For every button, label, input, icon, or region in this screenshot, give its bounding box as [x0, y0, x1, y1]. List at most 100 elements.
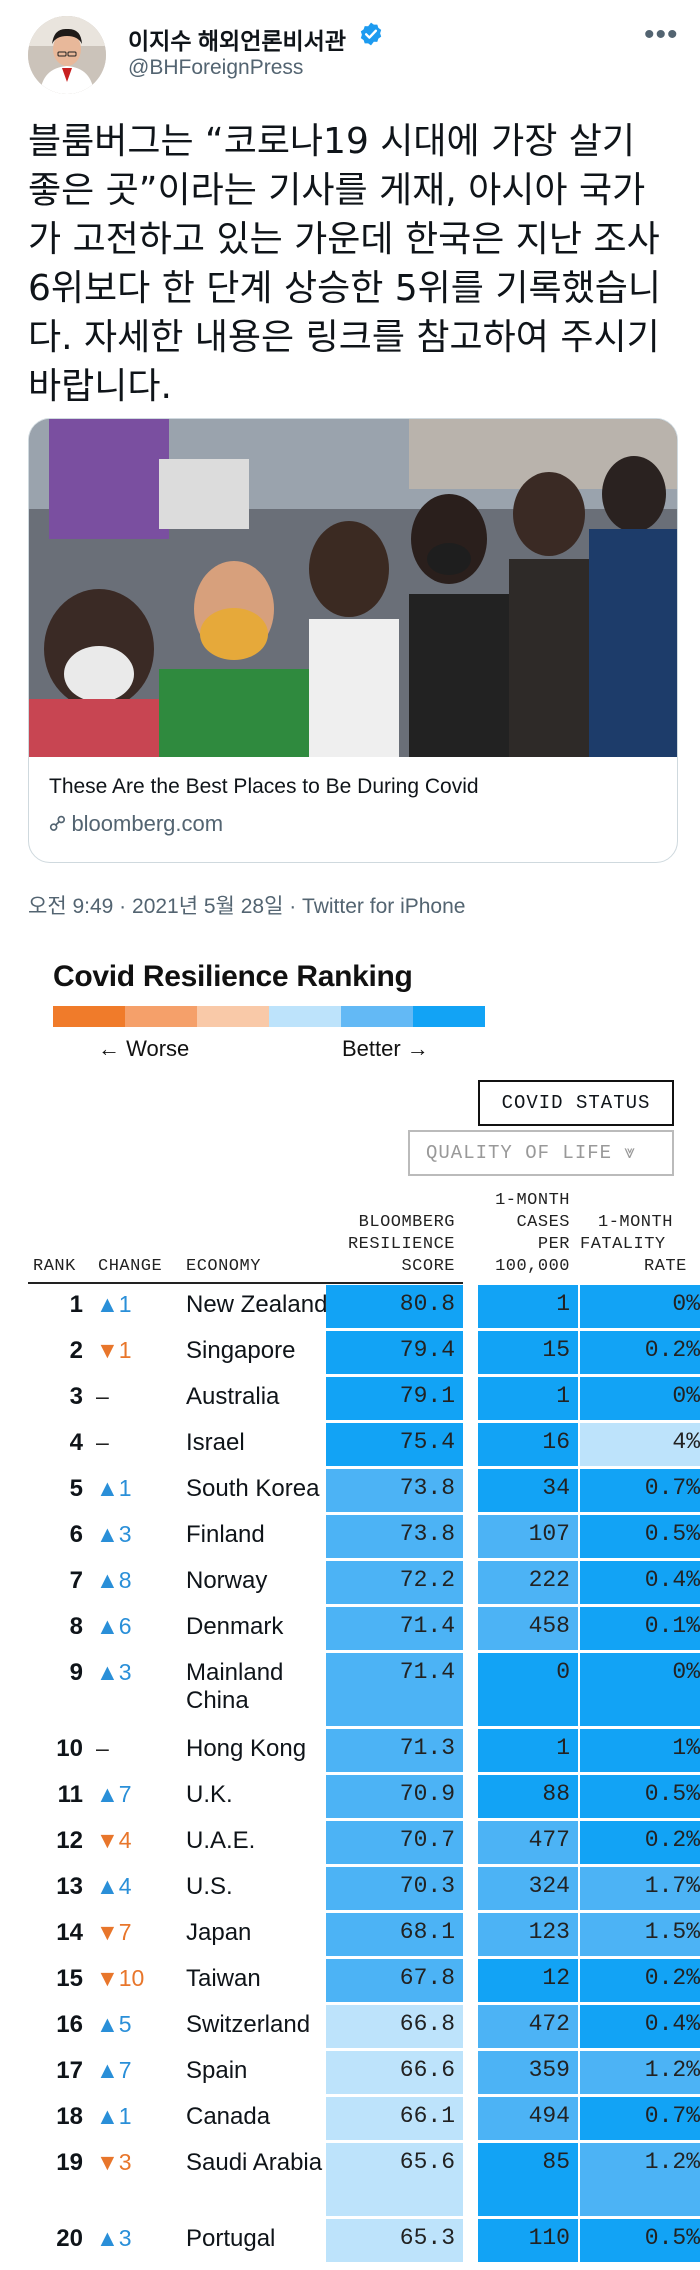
header-cases-line3: PER — [537, 1235, 570, 1254]
change-cell: ▲1 — [96, 1291, 132, 1317]
economy-cell: Hong Kong — [186, 1735, 307, 1762]
fatality-cell: 1.2% — [580, 2143, 700, 2216]
score-cell: 73.8 — [326, 1469, 463, 1512]
legend-better-label: Better → — [342, 1036, 429, 1061]
rank-cell: 6 — [69, 1521, 83, 1548]
cases-cell: 110 — [478, 2219, 578, 2262]
cases-cell: 0 — [478, 1653, 578, 1726]
legend-segment — [53, 1006, 125, 1027]
change-cell: ▲3 — [96, 1659, 132, 1685]
score-cell: 66.1 — [326, 2097, 463, 2140]
cases-cell: 222 — [478, 1561, 578, 1604]
change-cell: ▲8 — [96, 1567, 132, 1593]
economy-cell: Norway — [186, 1567, 268, 1594]
change-cell: ▼10 — [96, 1965, 145, 1991]
rank-cell: 4 — [69, 1429, 83, 1456]
change-cell: – — [96, 1383, 109, 1409]
fatality-cell: 4% — [580, 1423, 700, 1466]
table-row: 13 ▲4 U.S. 70.3 324 1.7% — [28, 1867, 700, 1910]
header-score-line3: SCORE — [401, 1257, 455, 1276]
header-cases-line4: 100,000 — [495, 1257, 570, 1276]
header-score-line1: BLOOMBERG — [358, 1213, 455, 1232]
author-handle[interactable]: @BHForeignPress — [128, 56, 304, 79]
header-fatality-line1: 1-MONTH — [598, 1213, 673, 1232]
header-cases-line1: 1-MONTH — [495, 1191, 570, 1210]
table-row: 2 ▼1 Singapore 79.4 15 0.2% — [28, 1331, 700, 1374]
cases-cell: 12 — [478, 1959, 578, 2002]
rank-cell: 12 — [56, 1827, 83, 1854]
quality-of-life-button[interactable]: QUALITY OF LIFE ⩔ — [408, 1130, 674, 1176]
card-domain[interactable]: ⚯bloomberg.com — [43, 808, 224, 839]
economy-cell: Finland — [186, 1521, 265, 1548]
change-cell: ▲1 — [96, 1475, 132, 1501]
card-domain-text: bloomberg.com — [71, 811, 224, 836]
tweet-timestamp[interactable]: 오전 9:49 · 2021년 5월 28일 · Twitter for iPh… — [28, 895, 466, 918]
cases-cell: 1 — [478, 1729, 578, 1772]
fatality-cell: 0.7% — [580, 2097, 700, 2140]
economy-cell: Japan — [186, 1919, 252, 1946]
table-row: 20 ▲3 Portugal 65.3 110 0.5% — [28, 2219, 700, 2262]
rank-cell: 3 — [69, 1383, 83, 1410]
economy-cell: Israel — [186, 1429, 245, 1456]
fatality-cell: 0.4% — [580, 1561, 700, 1604]
score-cell: 67.8 — [326, 1959, 463, 2002]
legend-segment — [341, 1006, 413, 1027]
economy-cell: U.S. — [186, 1873, 233, 1900]
table-row: 6 ▲3 Finland 73.8 107 0.5% — [28, 1515, 700, 1558]
rank-cell: 19 — [56, 2149, 83, 2176]
table-row: 16 ▲5 Switzerland 66.8 472 0.4% — [28, 2005, 700, 2048]
card-title[interactable]: These Are the Best Places to Be During C… — [49, 775, 479, 798]
score-cell: 65.3 — [326, 2219, 463, 2262]
economy-cell: Portugal — [186, 2225, 276, 2252]
cases-cell: 472 — [478, 2005, 578, 2048]
fatality-cell: 0% — [580, 1285, 700, 1328]
rank-cell: 13 — [56, 1873, 83, 1900]
author-name[interactable]: 이지수 해외언론비서관 — [128, 28, 346, 54]
table-row: 15 ▼10 Taiwan 67.8 12 0.2% — [28, 1959, 700, 2002]
table-row: 19 ▼3 Saudi Arabia 65.6 85 1.2% — [28, 2143, 700, 2216]
rank-cell: 16 — [56, 2011, 83, 2038]
change-cell: ▲3 — [96, 1521, 132, 1547]
economy-cell: Mainland China — [186, 1659, 284, 1714]
cases-cell: 15 — [478, 1331, 578, 1374]
rank-cell: 17 — [56, 2057, 83, 2084]
header-cases: 1-MONTH CASES PER 100,000 — [478, 1190, 570, 1278]
score-cell: 70.9 — [326, 1775, 463, 1818]
change-cell: ▲4 — [96, 1873, 132, 1899]
more-options-icon[interactable]: ••• — [644, 18, 679, 51]
score-cell: 79.1 — [326, 1377, 463, 1420]
rank-cell: 18 — [56, 2103, 83, 2130]
fatality-cell: 1% — [580, 1729, 700, 1772]
change-cell: ▼7 — [96, 1919, 132, 1945]
covid-status-button[interactable]: COVID STATUS — [478, 1080, 674, 1126]
cases-cell: 359 — [478, 2051, 578, 2094]
avatar[interactable] — [28, 16, 106, 94]
header-fatality: 1-MONTH FATALITY RATE — [580, 1212, 700, 1278]
header-score: BLOOMBERG RESILIENCE SCORE — [322, 1212, 455, 1278]
table-row: 10– Hong Kong 71.3 1 1% — [28, 1729, 700, 1772]
cases-cell: 458 — [478, 1607, 578, 1650]
economy-cell: Taiwan — [186, 1965, 261, 1992]
cases-cell: 477 — [478, 1821, 578, 1864]
change-cell: ▲6 — [96, 1613, 132, 1639]
economy-cell: U.A.E. — [186, 1827, 256, 1854]
economy-cell: Switzerland — [186, 2011, 311, 2038]
economy-cell: South Korea — [186, 1475, 320, 1502]
rank-cell: 10 — [56, 1735, 83, 1762]
legend-segment — [269, 1006, 341, 1027]
score-cell: 80.8 — [326, 1285, 463, 1328]
economy-cell: Singapore — [186, 1337, 296, 1364]
change-cell: ▲5 — [96, 2011, 132, 2037]
rank-cell: 14 — [56, 1919, 83, 1946]
score-cell: 70.3 — [326, 1867, 463, 1910]
economy-cell: Canada — [186, 2103, 271, 2130]
chart-title: Covid Resilience Ranking — [53, 960, 413, 993]
cases-cell: 494 — [478, 2097, 578, 2140]
change-cell: ▲3 — [96, 2225, 132, 2251]
fatality-cell: 0.5% — [580, 1775, 700, 1818]
link-card[interactable]: These Are the Best Places to Be During C… — [28, 418, 678, 863]
fatality-cell: 0.4% — [580, 2005, 700, 2048]
economy-cell: Denmark — [186, 1613, 284, 1640]
rank-cell: 11 — [57, 1781, 83, 1808]
score-cell: 68.1 — [326, 1913, 463, 1956]
